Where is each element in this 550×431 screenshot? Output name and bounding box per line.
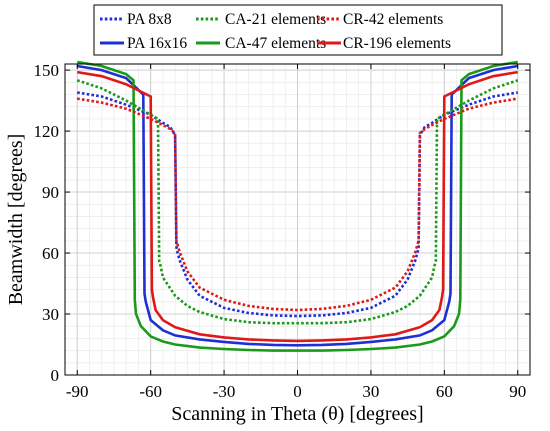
x-axis-ticks: -90 -60 -30 0 30 60 90 xyxy=(66,64,526,401)
y-tick-label: 120 xyxy=(34,122,60,141)
x-axis-label: Scanning in Theta (θ) [degrees] xyxy=(171,403,423,425)
legend-label: CA-47 elements xyxy=(225,35,326,52)
y-tick-label: 30 xyxy=(42,305,59,324)
legend-label: CA-21 elements xyxy=(225,11,326,28)
y-axis-label: Beamwidth [degrees] xyxy=(5,134,27,306)
y-tick-label: 150 xyxy=(34,61,60,80)
legend: PA 8x8 CA-21 elements CR-42 elements PA 16x… xyxy=(93,4,503,56)
series-layer xyxy=(76,60,519,352)
y-tick-label: 90 xyxy=(42,183,59,202)
legend-label: CR-196 elements xyxy=(343,35,451,52)
x-tick-label: -90 xyxy=(66,382,89,401)
x-tick-label: 90 xyxy=(509,382,526,401)
x-tick-label: 60 xyxy=(436,382,453,401)
series-line-ca-21-elements xyxy=(76,79,519,325)
series-line-pa-8x8 xyxy=(76,91,519,318)
y-axis-ticks: 0 30 60 90 120 150 xyxy=(34,61,530,385)
legend-box xyxy=(93,4,503,56)
legend-label: PA 16x16 xyxy=(127,35,187,52)
x-tick-label: -30 xyxy=(213,382,236,401)
y-tick-label: 0 xyxy=(51,366,60,385)
x-tick-label: -60 xyxy=(139,382,162,401)
legend-label: CR-42 elements xyxy=(343,11,443,28)
y-tick-label: 60 xyxy=(42,244,59,263)
series-line-cr-42-elements xyxy=(76,97,519,312)
series-line-cr-196-elements xyxy=(76,70,519,343)
x-tick-label: 30 xyxy=(362,382,379,401)
series-line-ca-47-elements xyxy=(76,60,519,352)
x-tick-label: 0 xyxy=(293,382,302,401)
series-line-pa-16x16 xyxy=(76,64,519,347)
legend-label: PA 8x8 xyxy=(127,11,172,28)
